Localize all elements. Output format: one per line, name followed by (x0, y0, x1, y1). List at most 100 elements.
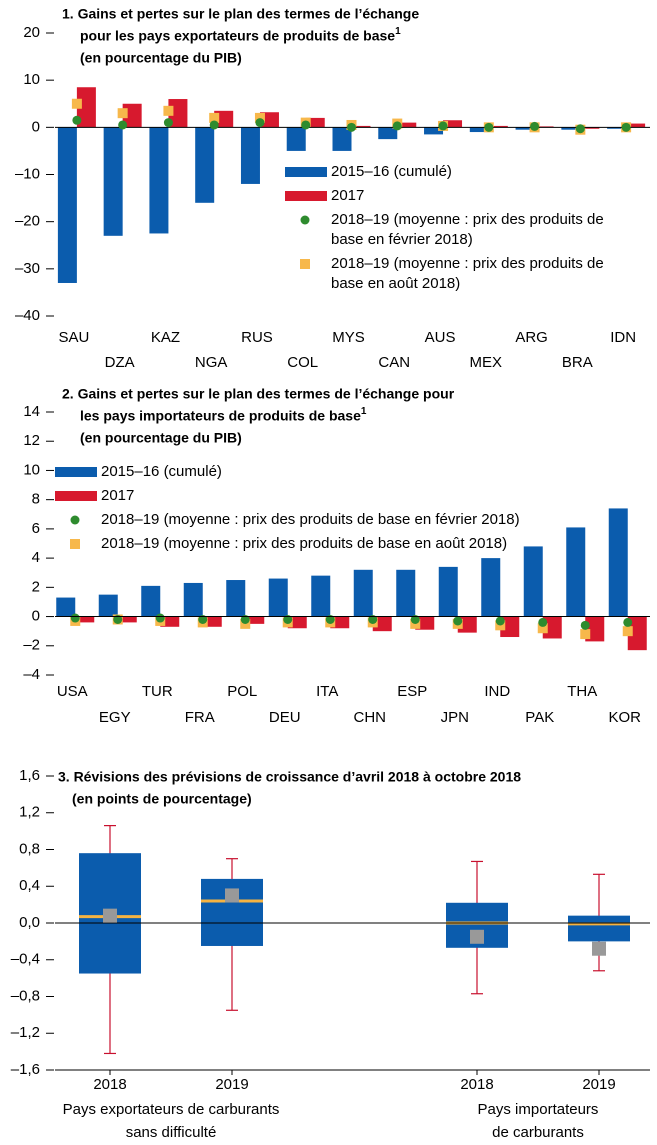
legend-swatch (285, 167, 327, 177)
bar (286, 127, 306, 151)
y-tick-label: 20 (23, 24, 40, 41)
x-tick-label: KOR (608, 709, 641, 726)
dot (209, 120, 219, 130)
x-tick-label: ESP (397, 683, 427, 700)
dot (580, 620, 590, 630)
x-tick-label: FRA (185, 709, 215, 726)
legend-item: 2018–19 (moyenne : prix des produits de … (101, 511, 520, 528)
y-tick-label: –4 (23, 666, 40, 683)
bar (580, 127, 600, 129)
bar (443, 120, 463, 128)
dot (530, 121, 540, 131)
bar (488, 125, 508, 128)
dot (283, 614, 293, 624)
y-tick-label: 1,2 (19, 804, 40, 821)
x-tick-label: RUS (241, 329, 273, 346)
bar (240, 127, 260, 184)
dot (621, 122, 631, 132)
dot (392, 121, 402, 131)
square (254, 112, 265, 123)
legend-label: 2015–16 (cumulé) (101, 463, 222, 480)
legend-swatch (55, 491, 97, 501)
x-tick-label: IND (484, 683, 510, 700)
x-tick-label: ARG (515, 329, 548, 346)
group-label: Pays importateurs (478, 1101, 599, 1118)
dot (484, 122, 494, 132)
dot (155, 613, 165, 623)
legend-label: 2015–16 (cumulé) (331, 163, 452, 180)
legend-swatch (300, 215, 310, 225)
bar (202, 616, 222, 627)
dot (72, 115, 82, 125)
x-tick-label: 2019 (215, 1076, 248, 1093)
legend-label: 2018–19 (moyenne : prix des produits de … (331, 255, 604, 292)
bar (469, 127, 489, 133)
mean (225, 888, 239, 903)
bar (396, 569, 416, 617)
y-tick-label: 14 (23, 403, 40, 420)
dot (438, 121, 448, 131)
bar (332, 127, 352, 151)
y-tick-label: 0 (32, 608, 40, 625)
chart-title: (en pourcentage du PIB) (80, 430, 242, 446)
y-tick-label: 0,0 (19, 914, 40, 931)
x-tick-label: AUS (425, 329, 456, 346)
y-tick-label: 12 (23, 432, 40, 449)
legend-item: 2017 (101, 487, 135, 504)
y-tick-label: –0,8 (11, 987, 40, 1004)
legend-item: 2018–19 (moyenne : prix des produits de … (101, 535, 507, 552)
x-tick-label: MYS (332, 329, 365, 346)
square (163, 105, 174, 116)
footnote-mark: 1 (361, 406, 367, 417)
legend-swatch (285, 191, 327, 201)
square (622, 626, 633, 637)
dot (163, 118, 173, 128)
mean (103, 908, 117, 923)
bar (183, 582, 203, 617)
x-tick-label: DEU (269, 709, 301, 726)
legend-label: 2017 (101, 487, 135, 504)
square (580, 629, 591, 640)
bar (287, 616, 307, 629)
bar (378, 127, 398, 140)
y-tick-label: 10 (23, 461, 40, 478)
y-tick-label: –40 (15, 307, 40, 324)
legend-swatch (70, 539, 80, 549)
square (209, 112, 220, 123)
chart-title: pour les pays exportateurs de produits d… (80, 26, 401, 44)
legend-item: 2018–19 (moyenne : prix des produits de … (331, 211, 604, 248)
bar (160, 616, 180, 627)
x-tick-label: JPN (441, 709, 469, 726)
x-tick-label: USA (57, 683, 88, 700)
x-tick-label: BRA (562, 354, 593, 371)
x-tick-label: MEX (470, 354, 503, 371)
x-tick-label: DZA (105, 354, 135, 371)
x-tick-label: NGA (195, 354, 228, 371)
group-label: Pays exportateurs de carburants (63, 1101, 280, 1118)
bar (57, 127, 77, 283)
bar (351, 125, 371, 128)
chart-title: (en points de pourcentage) (72, 791, 252, 807)
y-tick-label: 8 (32, 491, 40, 508)
dot (325, 614, 335, 624)
y-tick-label: –2 (23, 637, 40, 654)
group-label: sans difficulté (126, 1124, 217, 1141)
x-tick-label: PAK (525, 709, 554, 726)
y-tick-label: –0,4 (11, 951, 40, 968)
bar (149, 127, 169, 234)
x-tick-label: TUR (142, 683, 173, 700)
legend-label: 2018–19 (moyenne : prix des produits de … (331, 211, 604, 248)
bar (305, 117, 325, 128)
dot (198, 614, 208, 624)
y-tick-label: 6 (32, 520, 40, 537)
x-tick-label: EGY (99, 709, 131, 726)
dot (410, 614, 420, 624)
dot (347, 122, 356, 132)
x-tick-label: IDN (610, 329, 636, 346)
square (117, 108, 128, 119)
square (537, 623, 548, 634)
x-tick-label: CAN (378, 354, 410, 371)
y-tick-label: 10 (23, 71, 40, 88)
y-tick-label: 0,4 (19, 877, 40, 894)
